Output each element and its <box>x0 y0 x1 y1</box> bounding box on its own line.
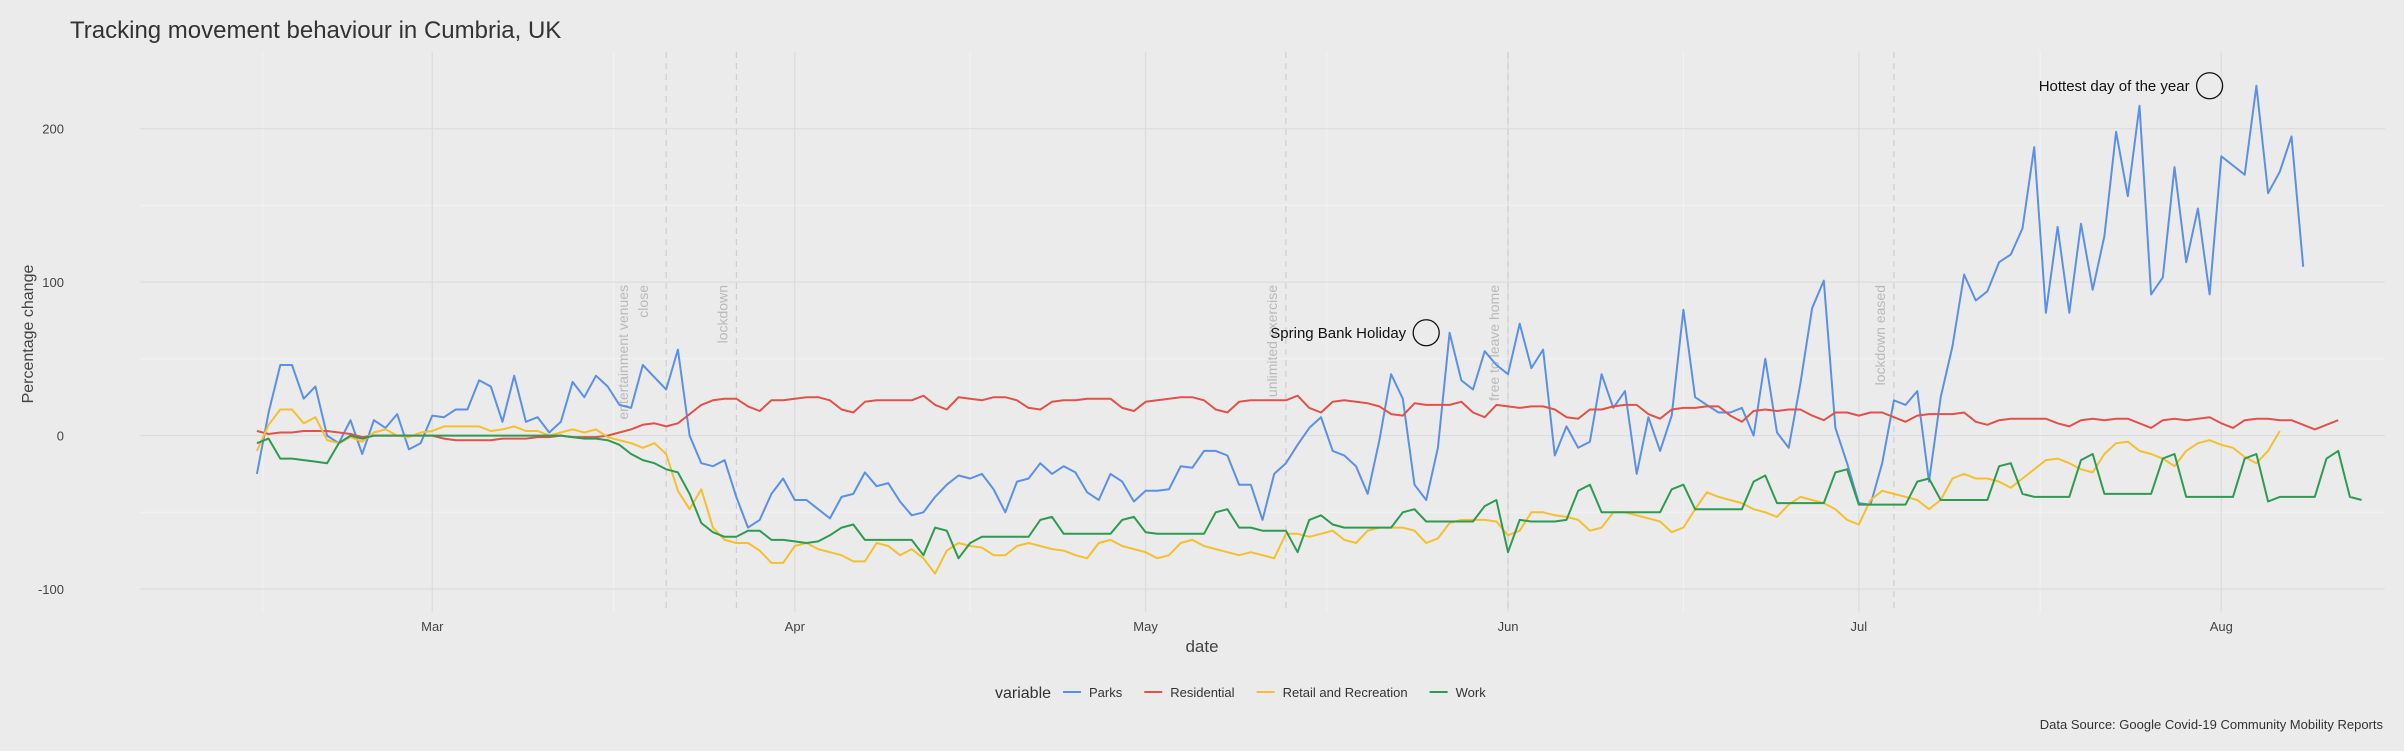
legend-title: variable <box>995 685 1051 702</box>
x-tick-label: Jul <box>1851 619 1868 634</box>
grid-layer <box>140 52 2385 612</box>
x-tick-label: May <box>1133 619 1158 634</box>
annotation-circle <box>2195 72 2224 100</box>
event-label: entertainment venues <box>615 285 631 420</box>
event-label: unlimited exercise <box>1264 285 1280 397</box>
event-label: lockdown eased <box>1872 285 1888 385</box>
axis-layer: -100 0 100 200 Mar Apr May Jun Jul Aug <box>38 122 2233 634</box>
chart-title: Tracking movement behaviour in Cumbria, … <box>70 17 561 44</box>
legend-entry: Work <box>1456 685 1487 700</box>
annotation-circle <box>1412 319 1440 347</box>
legend-entry: Retail and Recreation <box>1283 685 1408 700</box>
annotation-label: Spring Bank Holiday <box>1270 325 1406 342</box>
y-axis-label: Percentage change <box>20 265 37 404</box>
event-label: lockdown <box>714 285 730 343</box>
series-layer <box>255 84 2362 575</box>
y-tick-label: 0 <box>57 429 64 444</box>
y-tick-label: -100 <box>38 582 64 597</box>
legend: variable Parks Residential Retail and Recre… <box>995 685 1486 702</box>
legend-entry: Residential <box>1170 685 1234 700</box>
series-line-parks <box>255 84 2305 529</box>
series-line-residential <box>256 394 2339 442</box>
y-tick-label: 200 <box>42 122 64 137</box>
annotation-label: Hottest day of the year <box>2039 78 2190 95</box>
data-source-caption: Data Source: Google Covid-19 Community M… <box>2040 717 2384 732</box>
event-layer: entertainment venues close lockdown unlimit… <box>615 52 1895 612</box>
y-tick-label: 100 <box>42 275 64 290</box>
annotation-layer: Spring Bank Holiday Hottest day of the ye… <box>1270 72 2224 347</box>
x-tick-label: Aug <box>2210 619 2233 634</box>
event-label: free to leave home <box>1486 285 1502 401</box>
x-tick-label: Apr <box>785 619 806 634</box>
x-axis-label: date <box>1185 637 1218 656</box>
series-line-retail-and-recreation <box>255 408 2281 575</box>
legend-entry: Parks <box>1089 685 1123 700</box>
x-tick-label: Jun <box>1498 619 1519 634</box>
event-label: close <box>635 285 651 318</box>
x-tick-label: Mar <box>421 619 444 634</box>
series-line-work <box>256 434 2362 560</box>
